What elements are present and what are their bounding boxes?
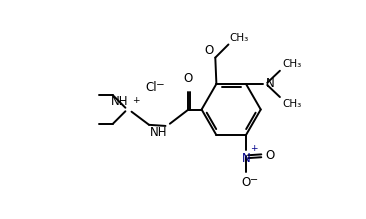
Text: N: N — [242, 152, 250, 164]
Text: CH₃: CH₃ — [282, 99, 301, 109]
Text: NH: NH — [150, 126, 168, 139]
Text: CH₃: CH₃ — [282, 58, 301, 69]
Text: O: O — [184, 72, 193, 85]
Text: O: O — [204, 44, 213, 57]
Text: O: O — [241, 176, 251, 189]
Text: −: − — [156, 80, 165, 90]
Text: −: − — [250, 175, 258, 185]
Text: +: + — [250, 144, 257, 153]
Text: NH: NH — [111, 95, 128, 108]
Text: Cl: Cl — [145, 81, 157, 94]
Text: CH₃: CH₃ — [229, 33, 249, 43]
Text: N: N — [266, 77, 274, 90]
Text: O: O — [266, 149, 275, 162]
Text: +: + — [132, 96, 139, 105]
